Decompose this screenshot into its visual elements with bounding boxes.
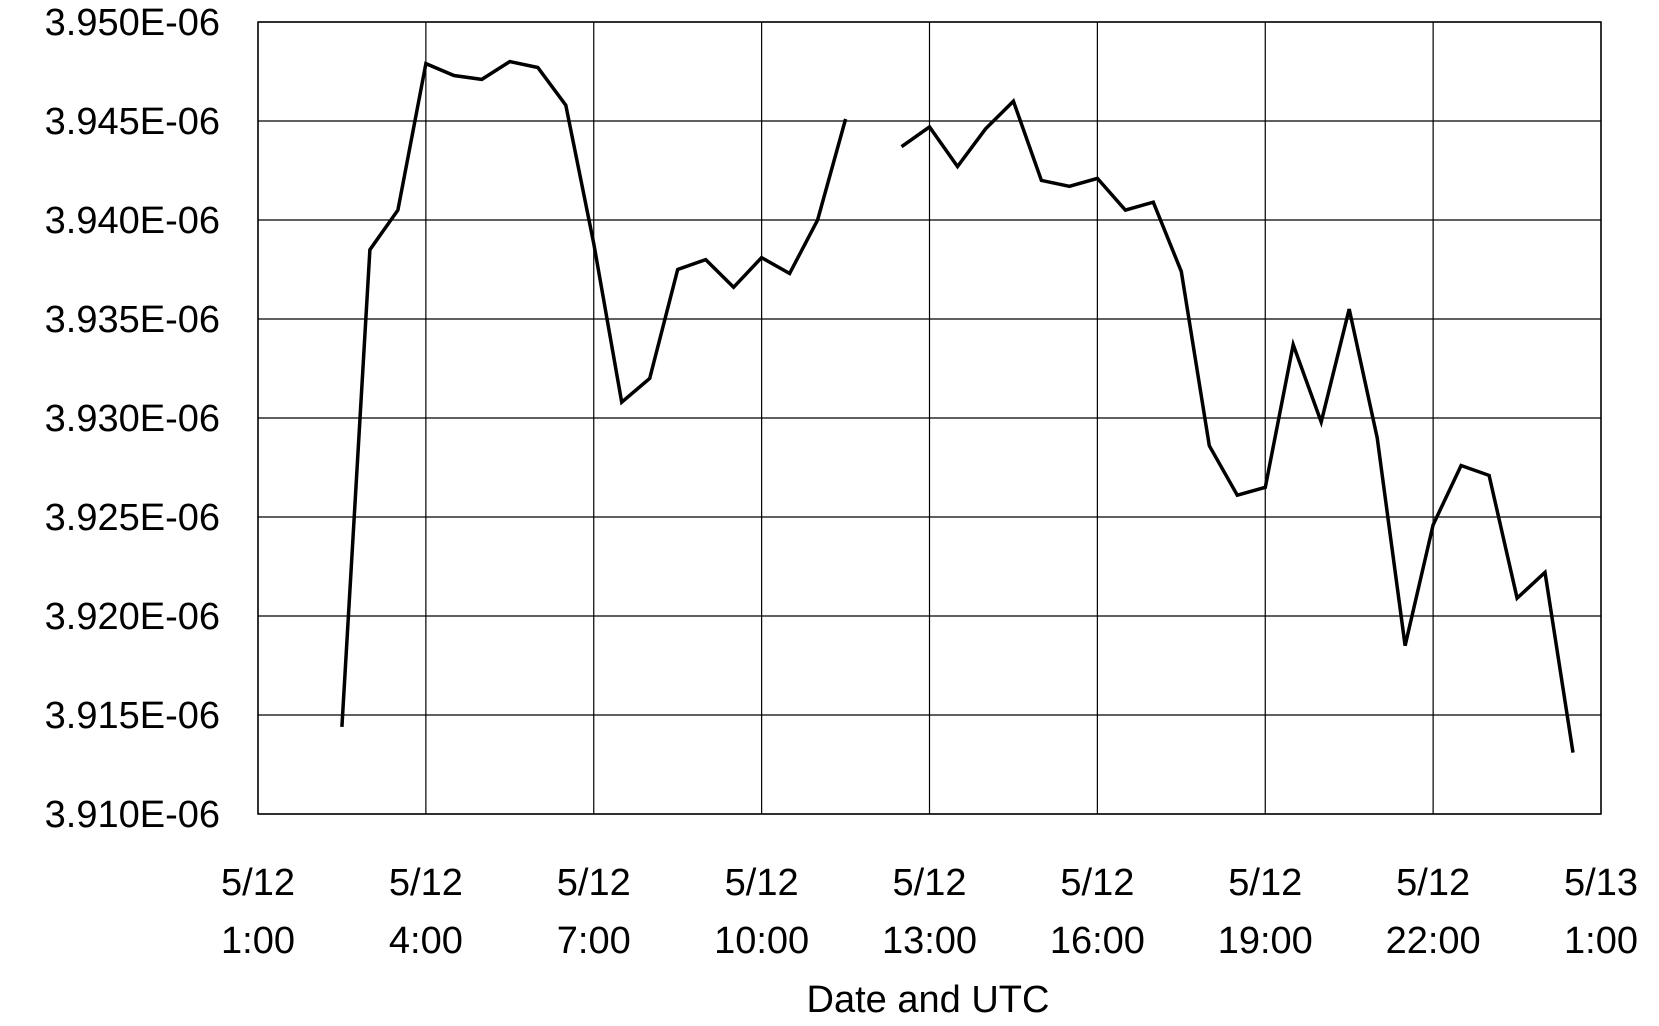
x-tick-label: 5/12 13:00 [882, 862, 977, 962]
y-tick-label: 3.940E-06 [45, 200, 220, 242]
x-tick-date: 5/12 [1228, 862, 1302, 904]
y-axis-tick-labels: 3.950E-06 3.945E-06 3.940E-06 3.935E-06 3.93… [45, 2, 220, 836]
x-tick-time: 4:00 [389, 920, 463, 962]
x-tick-label: 5/12 22:00 [1386, 862, 1481, 962]
x-tick-date: 5/12 [557, 862, 631, 904]
x-tick-label: 5/12 16:00 [1050, 862, 1145, 962]
x-tick-label: 5/12 19:00 [1218, 862, 1313, 962]
x-tick-time: 1:00 [221, 920, 295, 962]
x-tick-date: 5/12 [1396, 862, 1470, 904]
x-tick-label: 5/13 1:00 [1564, 862, 1638, 962]
x-tick-time: 13:00 [882, 920, 977, 962]
x-axis-title: Date and UTC [807, 979, 1050, 1021]
x-tick-time: 22:00 [1386, 920, 1481, 962]
y-tick-label: 3.950E-06 [45, 2, 220, 44]
x-tick-date: 5/12 [1060, 862, 1134, 904]
x-tick-date: 5/12 [221, 862, 295, 904]
x-tick-time: 16:00 [1050, 920, 1145, 962]
x-tick-date: 5/12 [389, 862, 463, 904]
x-tick-label: 5/12 4:00 [389, 862, 463, 962]
series-line-segment [900, 98, 1575, 753]
x-tick-time: 7:00 [557, 920, 631, 962]
x-tick-time: 10:00 [714, 920, 809, 962]
plot-frame [257, 21, 1602, 815]
series-line-segment [340, 59, 848, 728]
y-tick-label: 3.920E-06 [45, 596, 220, 638]
x-tick-date: 5/12 [893, 862, 967, 904]
grid-lines [257, 21, 1602, 815]
x-tick-date: 5/13 [1564, 862, 1638, 904]
x-tick-date: 5/12 [725, 862, 799, 904]
x-tick-label: 5/12 7:00 [557, 862, 631, 962]
x-axis-tick-labels: 5/12 1:00 5/12 4:00 5/12 7:00 5/12 10:00 5/12 13:… [221, 862, 1638, 962]
y-tick-label: 3.935E-06 [45, 299, 220, 341]
y-tick-label: 3.945E-06 [45, 101, 220, 143]
y-tick-label: 3.915E-06 [45, 695, 220, 737]
y-tick-label: 3.925E-06 [45, 497, 220, 539]
y-tick-label: 3.910E-06 [45, 794, 220, 836]
x-tick-label: 5/12 10:00 [714, 862, 809, 962]
series-layer [340, 59, 1575, 753]
x-tick-time: 19:00 [1218, 920, 1313, 962]
x-tick-time: 1:00 [1564, 920, 1638, 962]
y-tick-label: 3.930E-06 [45, 398, 220, 440]
x-tick-label: 5/12 1:00 [221, 862, 295, 962]
